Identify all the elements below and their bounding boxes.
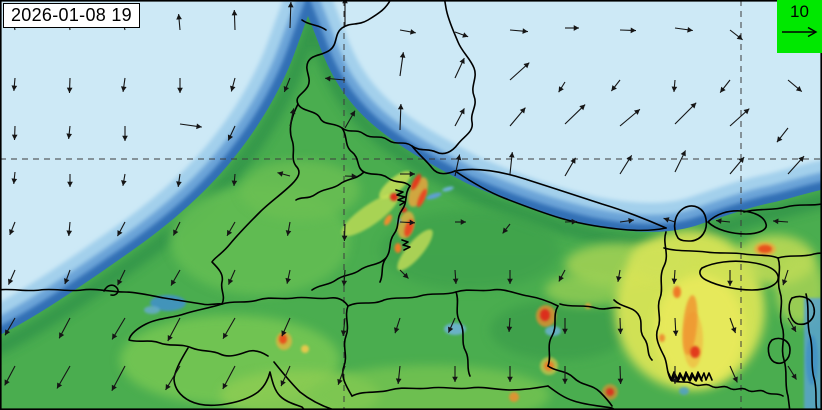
timestamp-label: 2026-01-08 19 <box>11 5 132 25</box>
wind-scale-legend: 10 <box>777 0 822 53</box>
wind-scale-value: 10 <box>790 2 809 21</box>
timestamp-box: 2026-01-08 19 <box>3 3 140 28</box>
wind-scale-arrow-icon <box>781 26 817 38</box>
